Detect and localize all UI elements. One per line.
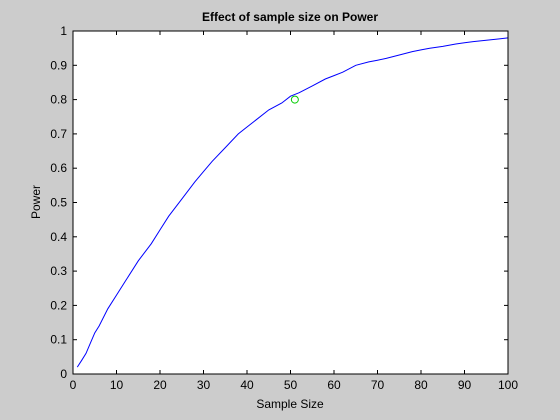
- x-tick-label: 30: [197, 378, 211, 392]
- y-tick-label: 0.1: [50, 333, 67, 347]
- x-tick-label: 0: [70, 378, 77, 392]
- x-tick-label: 90: [458, 378, 472, 392]
- highlight-marker-0: [290, 95, 299, 104]
- x-tick-label: 10: [110, 378, 124, 392]
- y-axis-label: Power: [29, 185, 43, 219]
- plot-frame: [72, 30, 509, 375]
- x-tick-label: 60: [327, 378, 341, 392]
- y-tick-label: 1: [60, 24, 67, 38]
- series-line-0: [76, 37, 509, 368]
- chart-title: Effect of sample size on Power: [202, 10, 378, 24]
- plot-area: [73, 31, 508, 374]
- y-axis-ticks: 0 0.1 0.2 0.3 0.4 0.5 0.6 0.7 0.8 0.9 1: [50, 24, 508, 381]
- y-tick-label: 0.8: [50, 93, 67, 107]
- y-tick-label: 0.7: [50, 127, 67, 141]
- marker-layer: [290, 95, 299, 104]
- x-tick-label: 50: [284, 378, 298, 392]
- y-tick-label: 0: [60, 367, 67, 381]
- x-axis-ticks: 0 10 20 30 40 50 60 70 80 90 100: [70, 31, 518, 392]
- y-tick-label: 0.4: [50, 230, 67, 244]
- curve-layer: [76, 37, 509, 368]
- x-tick-label: 70: [371, 378, 385, 392]
- y-tick-label: 0.2: [50, 298, 67, 312]
- x-tick-label: 40: [240, 378, 254, 392]
- y-tick-label: 0.6: [50, 161, 67, 175]
- x-tick-label: 20: [153, 378, 167, 392]
- y-tick-label: 0.9: [50, 58, 67, 72]
- y-tick-label: 0.5: [50, 196, 67, 210]
- y-tick-label: 0.3: [50, 264, 67, 278]
- x-tick-label: 80: [414, 378, 428, 392]
- x-tick-label: 100: [498, 378, 518, 392]
- x-axis-label: Sample Size: [256, 397, 324, 411]
